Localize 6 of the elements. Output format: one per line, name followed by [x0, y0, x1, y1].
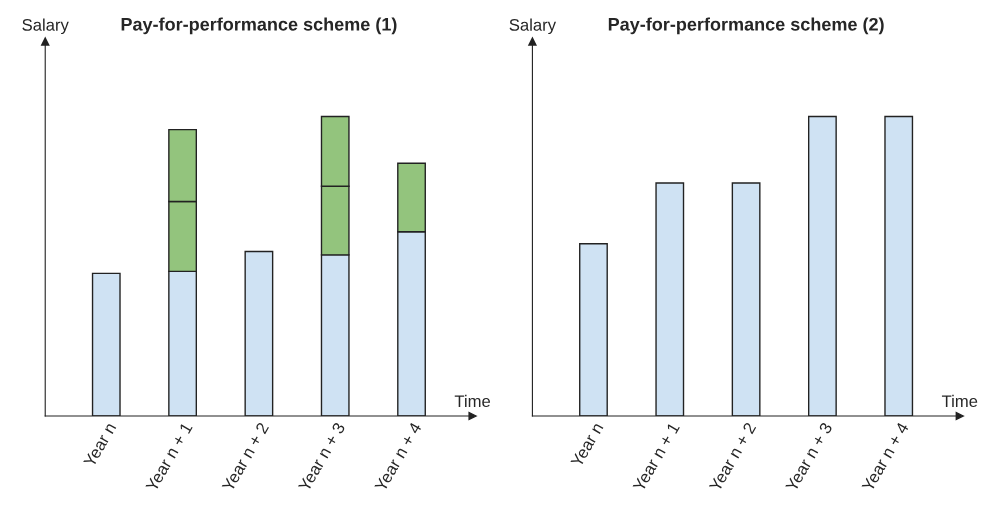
y-axis-title: Salary	[22, 18, 69, 35]
x-axis-title: Time	[941, 394, 978, 408]
x-axis-title: Time	[454, 394, 491, 408]
y-axis-title: Salary	[509, 18, 557, 35]
chart-title: Pay-for-performance scheme (2)	[608, 17, 884, 35]
chart-title: Pay-for-performance scheme (1)	[121, 17, 397, 35]
